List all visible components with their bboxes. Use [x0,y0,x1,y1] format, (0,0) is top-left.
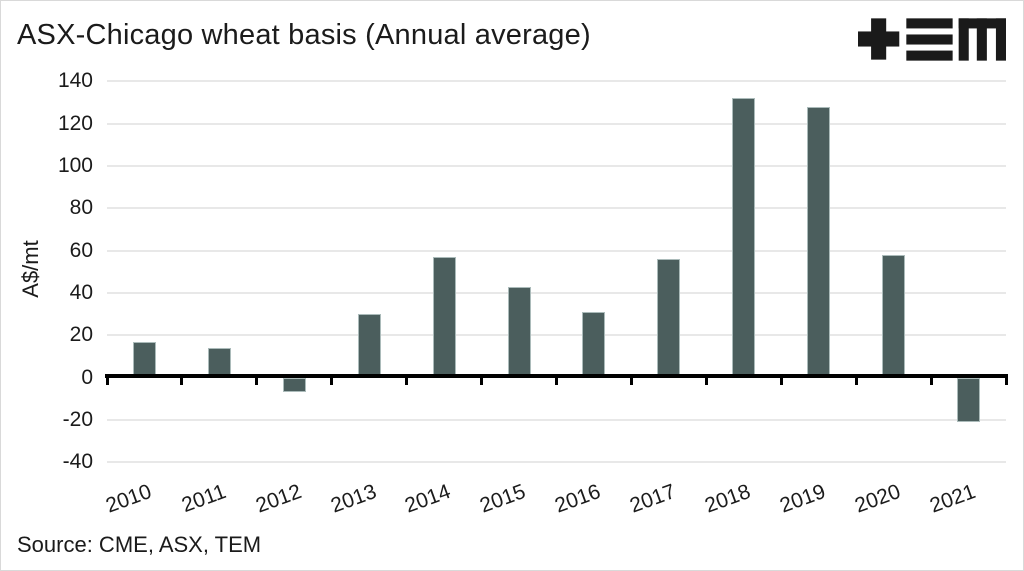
y-tick-label-100: 100 [57,154,93,177]
x-axis-tick [1004,376,1008,385]
logo-plus-vertical [871,18,887,60]
bar-2021 [957,377,981,422]
x-tick-label-2011: 2011 [178,480,230,518]
bar-2012 [282,377,306,393]
gridline--20 [107,418,1006,421]
gridline-120 [107,122,1006,125]
bar-2010 [132,341,156,378]
logo-bar-2 [906,34,953,45]
gridline-100 [107,165,1006,167]
y-tick-label-120: 120 [57,111,93,135]
bar-2016 [582,311,606,378]
logo-bar-1 [906,18,953,29]
x-axis-tick [180,376,184,385]
logo-m-leg-right [995,18,1006,61]
y-tick-label-40: 40 [69,280,93,304]
x-tick-label-2021: 2021 [926,480,979,518]
x-axis-tick [555,376,558,385]
x-axis-tick [704,376,708,385]
x-tick-label-2016: 2016 [552,480,604,518]
y-tick-label-20: 20 [69,323,93,347]
gridline--40 [107,461,1006,464]
x-tick-label-2018: 2018 [701,480,754,518]
x-tick-label-2014: 2014 [402,480,454,518]
chart-title: ASX-Chicago wheat basis (Annual average) [17,19,591,51]
y-tick-label-0: 0 [81,365,93,389]
bar-2017 [657,259,681,378]
x-axis-tick [105,376,109,385]
gridline-60 [107,249,1006,252]
x-axis-tick [929,376,933,385]
y-tick-label--20: -20 [62,407,93,431]
gridline-80 [107,207,1006,210]
x-axis-tick [629,376,633,385]
x-tick-label-2020: 2020 [851,480,904,518]
bar-2020 [882,254,906,378]
x-tick-label-2012: 2012 [252,480,305,518]
logo-m-leg-left [958,18,969,61]
y-tick-label-80: 80 [69,196,93,220]
y-tick-label-60: 60 [69,238,93,262]
x-axis-tick [480,376,484,385]
x-axis-tick [405,376,409,385]
gridline-40 [107,291,1006,294]
y-tick-label--40: -40 [62,450,93,474]
x-axis-tick [779,376,783,385]
x-tick-label-2010: 2010 [102,480,155,518]
x-tick-label-2013: 2013 [327,480,380,518]
x-tick-label-2015: 2015 [477,480,529,518]
gridline-20 [107,334,1006,337]
bar-2014 [432,256,456,378]
tem-logo [858,18,1006,61]
logo-m-leg-middle [976,18,987,61]
bar-2019 [807,106,831,378]
x-axis-tick [255,376,259,385]
x-tick-label-2019: 2019 [776,480,829,518]
x-tick-label-2017: 2017 [626,480,679,518]
bar-2015 [507,286,531,378]
gridline-140 [107,80,1006,83]
bar-2018 [732,98,756,378]
bar-2013 [357,314,381,378]
source-note: Source: CME, ASX, TEM [17,532,262,557]
x-axis-tick [854,376,858,385]
x-axis-tick [330,376,334,385]
logo-bar-3 [906,50,953,61]
y-tick-label-140: 140 [57,69,93,93]
